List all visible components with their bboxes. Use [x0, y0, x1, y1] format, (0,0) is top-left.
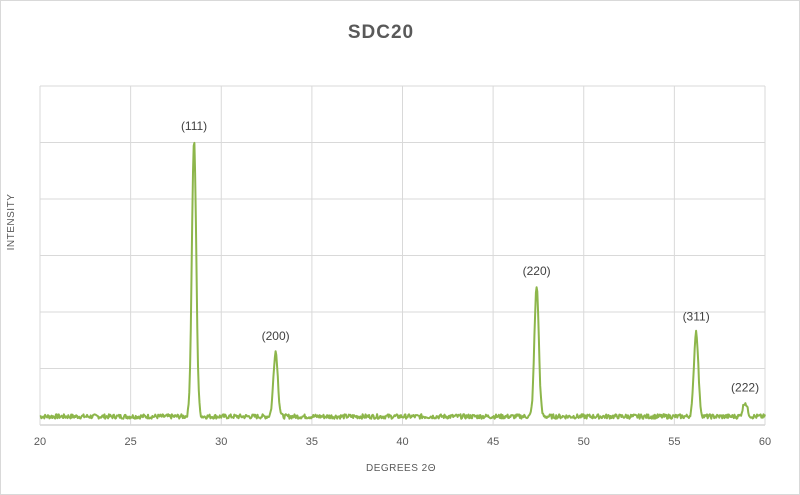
peak-label: (220)	[523, 264, 551, 278]
x-tick-label: 35	[306, 436, 318, 448]
peak-label: (111)	[181, 119, 207, 133]
peak-label: (311)	[683, 309, 710, 323]
x-tick-label: 50	[578, 436, 590, 448]
peak-label: (200)	[262, 329, 290, 343]
x-tick-label: 30	[215, 436, 227, 448]
x-tick-label: 40	[396, 436, 408, 448]
x-tick-label: 20	[34, 436, 46, 448]
x-tick-label: 45	[487, 436, 499, 448]
peak-labels: (111) (200) (220) (311) (222)	[181, 119, 759, 394]
x-tick-labels: 20 25 30 35 40 45 50 55 60	[34, 436, 771, 448]
y-axis-label: INTENSITY	[6, 194, 17, 251]
x-tick-label: 55	[668, 436, 680, 448]
peak-label: (222)	[731, 380, 759, 394]
grid	[39, 85, 766, 426]
x-axis-label: DEGREES 2Θ	[366, 463, 436, 474]
series-line	[39, 141, 766, 420]
x-tick-label: 25	[125, 436, 137, 448]
x-tick-label: 60	[759, 436, 771, 448]
chart-title: SDC20	[348, 22, 414, 43]
